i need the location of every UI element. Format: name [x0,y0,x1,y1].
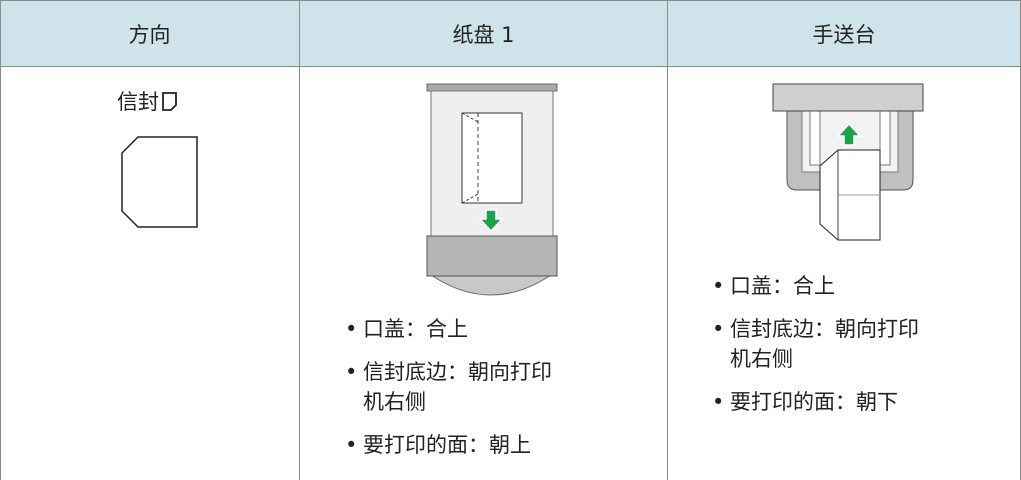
header-cell: 纸盘 1 [300,0,668,67]
tray1-list: 口盖：合上 信封底边：朝向打印机右侧 要打印的面：朝上 [345,314,655,473]
cell-border [667,0,668,480]
tray1-item: 要打印的面：朝上 [345,430,655,460]
tray1-illustration [426,83,558,296]
header-cell: 方向 [0,0,300,67]
bypass-item: 口盖：合上 [712,271,1012,301]
bypass-item: 信封底边：朝向打印机右侧 [712,314,926,374]
envelope-icon [121,136,198,228]
tray1-item: 信封底边：朝向打印机右侧 [345,357,559,417]
cell-border [0,0,1,480]
orientation-label: 信封 [117,90,159,114]
bypass-list: 口盖：合上 信封底边：朝向打印机右侧 要打印的面：朝下 [712,271,1012,430]
orientation-icon [162,92,177,111]
bypass-item: 要打印的面：朝下 [712,387,1012,417]
header-cell: 手送台 [668,0,1021,67]
bypass-illustration [772,83,924,241]
cell-border [299,0,300,480]
tray1-item: 口盖：合上 [345,314,655,344]
